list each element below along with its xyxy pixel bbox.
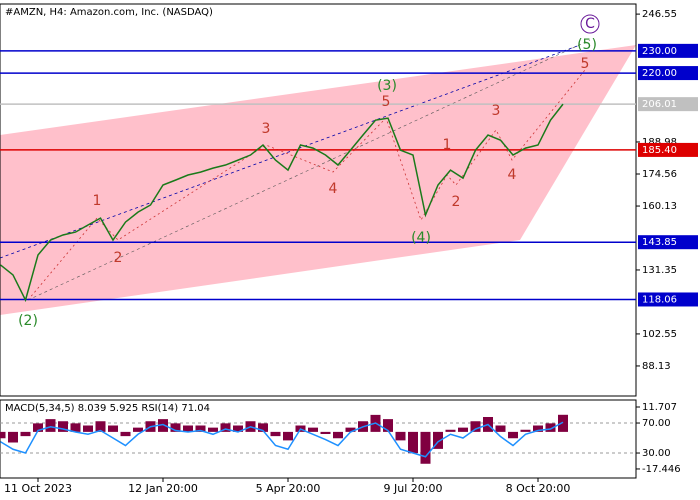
macd-bar xyxy=(33,423,43,432)
wave-label: 3 xyxy=(262,121,271,137)
price-panel xyxy=(0,3,637,397)
trend-line xyxy=(27,39,591,301)
macd-bar xyxy=(433,431,443,449)
wave-label: 1 xyxy=(93,193,102,209)
wave-label: 5 xyxy=(581,56,590,72)
wave-label: (2) xyxy=(18,313,38,329)
annotation-circle xyxy=(580,14,600,34)
macd-bar xyxy=(470,421,481,432)
y-tick-label: 11.707 xyxy=(642,402,677,413)
macd-bar xyxy=(8,431,18,443)
macd-bar xyxy=(45,419,56,432)
wave-label: (5) xyxy=(577,37,597,53)
y-tick-label: 131.35 xyxy=(642,265,677,276)
wave-label: 3 xyxy=(492,103,501,119)
macd-bar xyxy=(133,427,143,432)
wave-label: C xyxy=(585,16,595,32)
level-tag xyxy=(638,66,698,81)
macd-bar xyxy=(395,431,406,441)
macd-bar xyxy=(20,431,31,437)
wave-label: 4 xyxy=(508,167,517,183)
wave-label: (4) xyxy=(411,230,431,246)
y-tick-label: 174.56 xyxy=(642,169,677,180)
wave-label: 5 xyxy=(382,94,391,110)
macd-bar xyxy=(420,431,431,464)
y-tick-label: 30.00 xyxy=(642,448,671,459)
y-tick-label: 160.13 xyxy=(642,201,677,212)
wave-line xyxy=(27,69,586,301)
macd-bar xyxy=(283,431,293,441)
level-label: 185.40 xyxy=(642,145,677,156)
macd-bar xyxy=(258,423,268,432)
level-label: 220.00 xyxy=(642,68,677,79)
wave-label: 2 xyxy=(452,194,461,210)
indicator-panel xyxy=(0,399,637,479)
trend-line xyxy=(0,44,581,259)
macd-bar xyxy=(320,431,331,435)
macd-bar xyxy=(233,425,243,432)
level-label: 206.01 xyxy=(642,99,677,110)
x-tick-label: 11 Oct 2023 xyxy=(4,482,72,495)
x-tick-label: 9 Jul 20:00 xyxy=(384,482,443,495)
macd-bar xyxy=(558,414,568,432)
level-tag xyxy=(638,97,698,112)
macd-bar xyxy=(533,425,543,432)
level-tag xyxy=(638,142,698,157)
macd-bar xyxy=(195,425,206,432)
level-tag xyxy=(638,43,698,58)
macd-bar xyxy=(520,429,531,432)
macd-bar xyxy=(208,427,218,432)
macd-bar xyxy=(183,425,193,432)
macd-bar xyxy=(58,421,68,432)
level-tag xyxy=(638,235,698,250)
x-tick-label: 8 Oct 20:00 xyxy=(506,482,571,495)
y-tick-label: 246.55 xyxy=(642,9,677,20)
price-channel xyxy=(0,45,636,315)
y-tick-label: 188.98 xyxy=(642,137,677,148)
macd-bar xyxy=(308,427,318,432)
level-label: 118.06 xyxy=(642,294,677,305)
macd-bar xyxy=(95,421,106,432)
macd-bar xyxy=(108,425,118,432)
macd-bar xyxy=(508,431,518,439)
macd-bar xyxy=(333,431,343,439)
x-tick-label: 5 Apr 20:00 xyxy=(256,482,321,495)
macd-bar xyxy=(383,419,393,432)
macd-bar xyxy=(120,431,131,437)
y-tick-label: 102.55 xyxy=(642,329,677,340)
y-tick-label: 70.00 xyxy=(642,418,671,429)
macd-bar xyxy=(495,425,506,432)
wave-label: 4 xyxy=(329,181,338,197)
level-label: 230.00 xyxy=(642,46,677,57)
wave-label: 1 xyxy=(443,137,452,153)
macd-bar xyxy=(70,423,81,432)
chart-title: #AMZN, H4: Amazon.com, Inc. (NASDAQ) xyxy=(5,7,213,18)
wave-label: (3) xyxy=(377,78,397,94)
macd-bar xyxy=(458,427,468,432)
macd-bar xyxy=(408,431,418,454)
macd-bar xyxy=(0,431,6,439)
indicator-title: MACD(5,34,5) 8.039 5.925 RSI(14) 71.04 xyxy=(5,403,210,414)
macd-bar xyxy=(170,423,181,432)
macd-bar xyxy=(270,431,281,437)
rsi-line xyxy=(0,421,564,458)
macd-bar xyxy=(83,425,93,432)
macd-bar xyxy=(158,419,168,432)
level-tag xyxy=(638,292,698,307)
y-tick-label: -17.446 xyxy=(642,464,681,475)
macd-bar xyxy=(445,429,456,432)
wave-label: 2 xyxy=(114,250,123,266)
price-line xyxy=(0,103,564,303)
y-tick-label: 88.13 xyxy=(642,361,671,372)
level-label: 143.85 xyxy=(642,237,677,248)
macd-bar xyxy=(220,423,231,432)
macd-bar xyxy=(545,423,556,432)
x-tick-label: 12 Jan 20:00 xyxy=(128,482,198,495)
macd-bar xyxy=(345,427,356,432)
